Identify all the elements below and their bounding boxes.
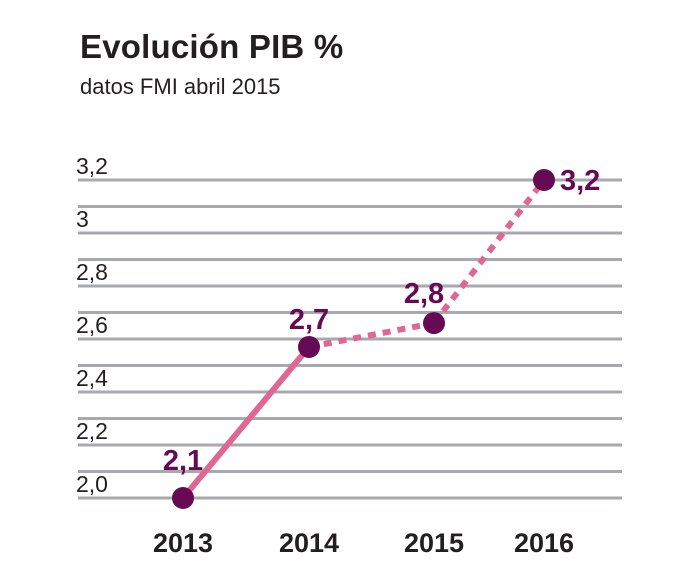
data-point-marker — [533, 169, 555, 191]
projection-line-segment — [308, 320, 435, 350]
chart-title: Evolución PIB % — [80, 28, 344, 65]
y-tick-label: 2,0 — [76, 471, 108, 497]
data-label: 2,1 — [163, 445, 203, 477]
x-tick-label: 2014 — [279, 528, 339, 558]
y-tick-label: 2,4 — [76, 365, 108, 391]
y-tick-label: 3,2 — [76, 153, 108, 179]
y-axis-ticks: 2,0 2,2 2,4 2,6 2,8 3 3,2 — [76, 153, 108, 497]
data-label: 2,7 — [289, 304, 329, 336]
series-lines — [180, 178, 547, 500]
y-tick-label: 2,6 — [76, 312, 108, 338]
data-labels: 2,1 2,7 2,8 3,2 — [163, 165, 600, 477]
actual-line-segment — [180, 345, 312, 500]
series-markers — [172, 169, 555, 509]
data-label: 2,8 — [404, 278, 444, 310]
data-label: 3,2 — [560, 165, 600, 197]
data-point-marker — [298, 335, 320, 358]
x-tick-label: 2015 — [404, 528, 464, 558]
data-point-marker — [423, 312, 445, 335]
grid-layer — [78, 178, 622, 500]
chart-subtitle: datos FMI abril 2015 — [80, 74, 281, 99]
y-tick-label: 3 — [76, 206, 89, 232]
data-point-marker — [172, 487, 194, 509]
y-tick-label: 2,2 — [76, 418, 108, 444]
x-tick-label: 2013 — [153, 528, 213, 558]
y-tick-label: 2,8 — [76, 259, 108, 285]
x-tick-label: 2016 — [514, 528, 574, 558]
projection-line-segment — [431, 178, 547, 325]
x-axis-ticks: 2013 2014 2015 2016 — [153, 528, 574, 558]
